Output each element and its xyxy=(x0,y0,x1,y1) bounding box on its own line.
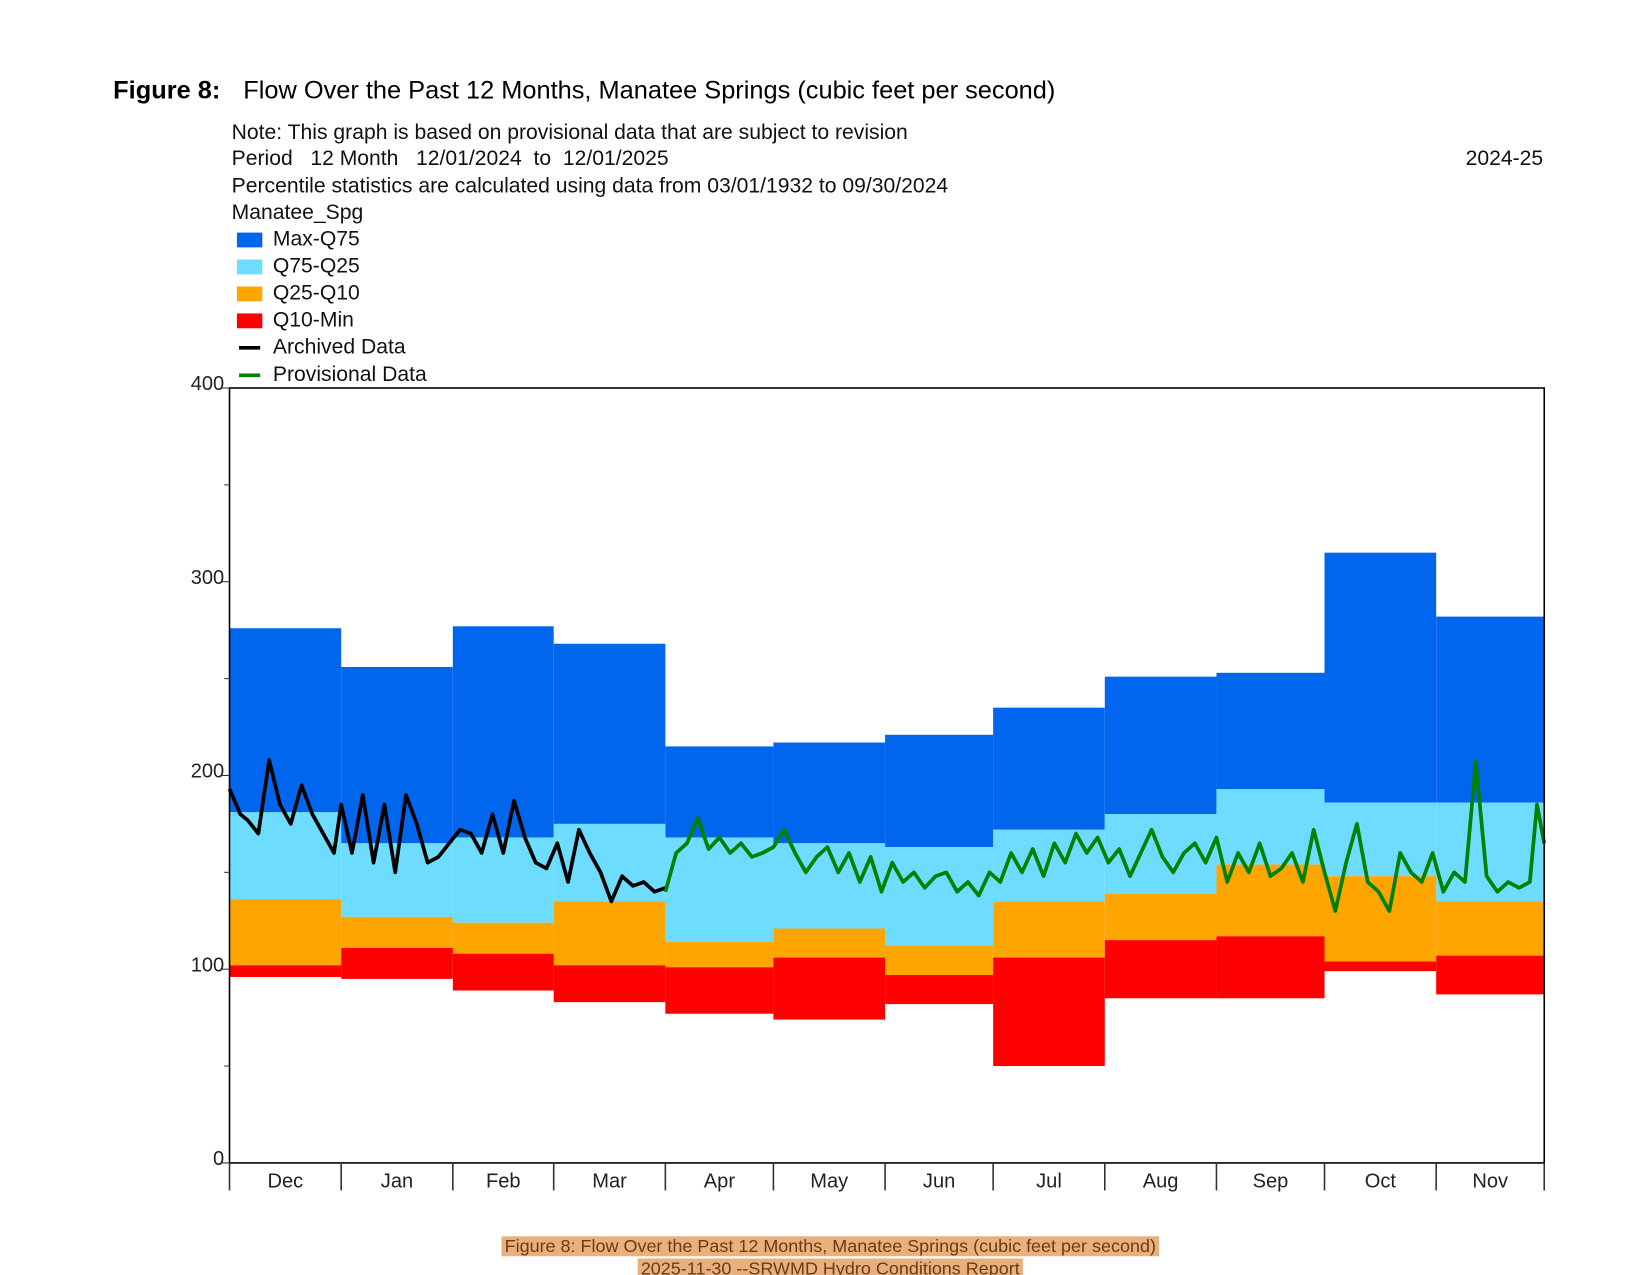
band xyxy=(452,626,554,838)
legend-swatch xyxy=(236,232,263,248)
x-tick-label: Mar xyxy=(592,1170,627,1192)
band xyxy=(885,975,994,1005)
caption-highlight xyxy=(501,1236,1160,1257)
band xyxy=(229,899,342,966)
band xyxy=(993,957,1105,1067)
flow-line xyxy=(227,758,666,904)
band xyxy=(1436,901,1545,956)
period: Period 12 Month 12/01/2024 to 12/01/2025 xyxy=(232,147,669,170)
legend-swatch xyxy=(236,313,263,329)
y-tick-label: 400 xyxy=(191,373,225,395)
legend-label: Q75-Q25 xyxy=(273,255,360,278)
band xyxy=(885,734,994,848)
caption: Figure 8: Flow Over the Past 12 Months, … xyxy=(505,1236,1156,1256)
period-label: 2024-25 xyxy=(1466,147,1544,170)
band xyxy=(1436,955,1545,995)
note: Note: This graph is based on provisional… xyxy=(232,121,908,144)
note: Percentile statistics are calculated usi… xyxy=(232,175,949,198)
x-tick-label: Apr xyxy=(704,1170,736,1192)
figure-title: Flow Over the Past 12 Months, Manatee Sp… xyxy=(243,77,1055,105)
band xyxy=(665,746,774,838)
legend-label: Max-Q75 xyxy=(273,228,360,251)
legend-label: Archived Data xyxy=(273,335,406,358)
band xyxy=(553,901,666,966)
band xyxy=(1216,789,1325,865)
x-tick-label: Sep xyxy=(1253,1170,1289,1192)
band xyxy=(1104,893,1217,941)
band xyxy=(229,628,342,813)
plot: 0 100 200 300 400 Dec Jan Feb Mar Apr May Jun Jul Aug… xyxy=(191,228,1547,1192)
band xyxy=(993,707,1105,830)
band xyxy=(1324,961,1437,972)
x-tick-label: Jun xyxy=(923,1170,955,1192)
x-tick-label: Jan xyxy=(381,1170,413,1192)
band xyxy=(665,967,774,1014)
legend-label: Provisional Data xyxy=(273,363,427,386)
x-tick-label: Aug xyxy=(1143,1170,1179,1192)
band xyxy=(553,643,666,824)
band xyxy=(773,843,886,929)
flow-line xyxy=(663,760,1547,913)
y-tick-label: 300 xyxy=(191,567,225,589)
x-tick-label: Jul xyxy=(1036,1170,1062,1192)
band xyxy=(341,947,453,979)
band xyxy=(553,965,666,1003)
x-tick-label: Feb xyxy=(486,1170,521,1192)
band xyxy=(773,957,886,1020)
band xyxy=(1104,940,1217,999)
y-tick-label: 100 xyxy=(191,954,225,976)
band xyxy=(452,953,554,991)
band xyxy=(885,945,994,976)
band xyxy=(1436,802,1545,902)
band xyxy=(1104,676,1217,815)
x-tick-label: Nov xyxy=(1472,1170,1508,1192)
caption-highlight xyxy=(637,1258,1023,1275)
band xyxy=(993,901,1105,958)
y-tick-label: 200 xyxy=(191,761,225,783)
band xyxy=(452,922,554,954)
legend-label: Q25-Q10 xyxy=(273,281,360,304)
band xyxy=(1324,876,1437,962)
band xyxy=(1216,936,1325,999)
band xyxy=(773,742,886,844)
band xyxy=(1216,672,1325,790)
x-tick-label: Dec xyxy=(267,1170,303,1192)
band xyxy=(1436,616,1545,803)
legend-swatch xyxy=(236,259,263,275)
caption: 2025-11-30 --SRWMD Hydro Conditions Repo… xyxy=(641,1258,1020,1275)
x-tick-label: May xyxy=(810,1170,848,1192)
legend-label: Q10-Min xyxy=(273,308,354,331)
y-tick-label: 0 xyxy=(213,1148,224,1170)
station: Manatee_Spg xyxy=(232,201,364,224)
figure-label: Figure 8: xyxy=(113,77,220,105)
footer: Figure 8: Flow Over the Past 12 Months, … xyxy=(501,1236,1160,1275)
band xyxy=(773,928,886,958)
band xyxy=(229,812,342,900)
band xyxy=(665,942,774,968)
band xyxy=(1324,552,1437,803)
x-tick-label: Oct xyxy=(1365,1170,1397,1192)
band xyxy=(229,965,342,977)
band xyxy=(341,916,453,948)
legend-swatch xyxy=(236,286,263,302)
band xyxy=(885,847,994,946)
band xyxy=(1324,802,1437,877)
